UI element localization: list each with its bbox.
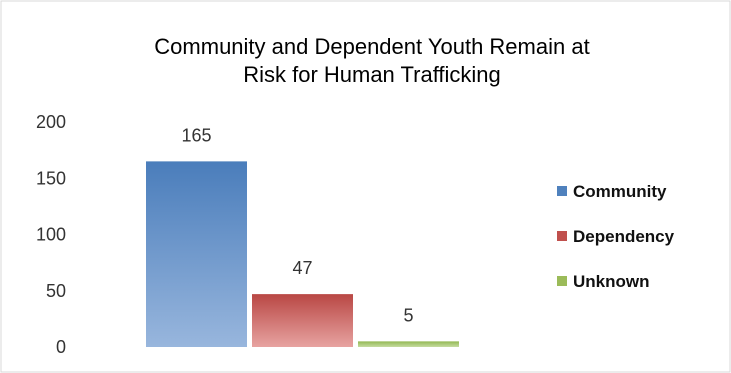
- bars-group: 165 47 5: [146, 125, 459, 347]
- y-tick-label: 150: [36, 168, 66, 188]
- legend-label-community: Community: [573, 182, 667, 201]
- legend: Community Dependency Unknown: [557, 182, 675, 291]
- chart-title-line-1: Community and Dependent Youth Remain at: [154, 34, 589, 59]
- y-tick-label: 50: [46, 281, 66, 301]
- y-axis: 200 150 100 50 0: [36, 112, 66, 357]
- chart-title-line-2: Risk for Human Trafficking: [243, 62, 501, 87]
- bar-unknown: [358, 341, 459, 347]
- bar-community: [146, 161, 247, 347]
- bar-dependency: [252, 294, 353, 347]
- data-label-dependency: 47: [292, 258, 312, 278]
- legend-swatch-unknown: [557, 276, 567, 286]
- legend-swatch-community: [557, 186, 567, 196]
- y-tick-label: 100: [36, 225, 66, 245]
- y-tick-label: 0: [56, 337, 66, 357]
- legend-swatch-dependency: [557, 231, 567, 241]
- data-label-community: 165: [181, 125, 211, 145]
- y-tick-label: 200: [36, 112, 66, 132]
- legend-label-dependency: Dependency: [573, 227, 675, 246]
- data-label-unknown: 5: [403, 305, 413, 325]
- legend-label-unknown: Unknown: [573, 272, 650, 291]
